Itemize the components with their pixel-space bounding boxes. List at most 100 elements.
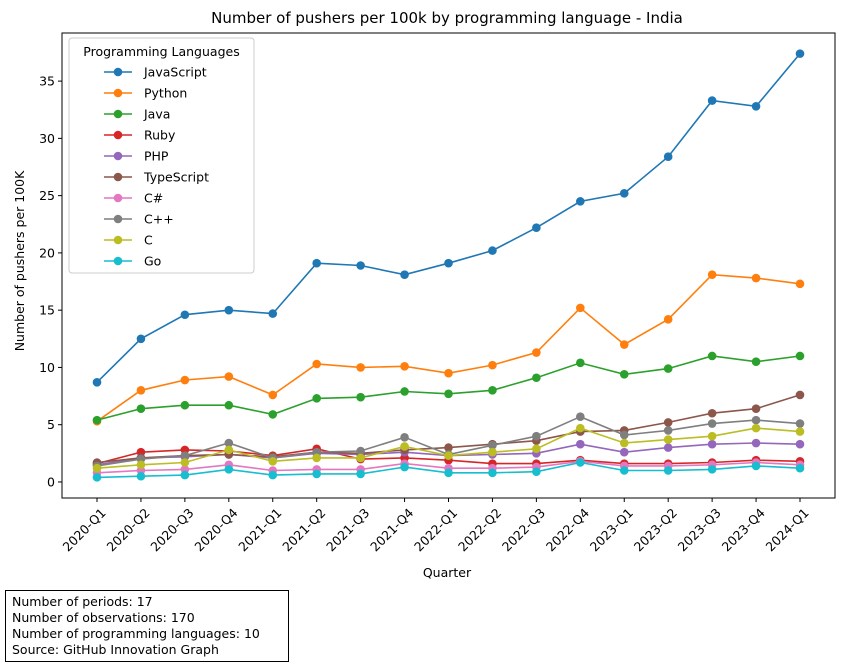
y-tick-label: 25 <box>39 188 55 203</box>
plot-area: 0 5 10 15 20 25 30 35 2020-Q12020-Q22020-Q32020-… <box>39 32 836 554</box>
legend-entry-label: PHP <box>144 149 169 164</box>
data-point <box>136 334 146 344</box>
data-point <box>136 404 146 413</box>
x-tick-label: 2021-Q1 <box>235 505 284 554</box>
legend-swatch-marker <box>113 109 123 119</box>
y-tick-label: 0 <box>47 474 55 489</box>
legend-entry-label: Java <box>143 107 170 122</box>
legend-swatch-marker <box>113 193 123 203</box>
data-point <box>312 469 321 479</box>
data-point <box>751 273 761 283</box>
x-tick-label: 2020-Q3 <box>147 505 196 554</box>
data-point <box>444 258 453 268</box>
legend-entry-label: C++ <box>144 212 174 227</box>
footnote-observations: Number of observations: 170 <box>12 610 195 625</box>
data-point <box>268 457 278 466</box>
footnote-languages: Number of programming languages: 10 <box>12 626 260 641</box>
data-point <box>663 152 673 161</box>
data-point <box>751 357 761 367</box>
data-point <box>444 468 453 478</box>
y-tick-label: 15 <box>39 303 55 318</box>
data-point <box>707 96 717 105</box>
data-point <box>619 189 629 198</box>
data-point <box>268 390 278 400</box>
data-point <box>707 439 717 449</box>
data-point <box>576 458 585 467</box>
x-axis-label: Quarter <box>423 565 472 580</box>
data-point <box>576 412 585 421</box>
data-point <box>707 270 717 279</box>
legend-swatch-marker <box>113 88 123 98</box>
data-point <box>707 351 717 361</box>
legend-entry-label: Python <box>144 86 187 101</box>
footnote-periods: Number of periods: 17 <box>12 594 153 609</box>
data-point <box>532 431 541 441</box>
x-tick-label: 2021-Q4 <box>367 505 416 554</box>
data-point <box>224 445 234 455</box>
data-point <box>356 392 365 402</box>
legend-entry-label: Go <box>144 254 161 269</box>
x-tick-label: 2020-Q4 <box>191 505 240 554</box>
data-point <box>312 394 321 403</box>
series-c <box>92 423 805 473</box>
x-tick-label: 2022-Q2 <box>455 505 504 554</box>
data-point <box>532 223 541 233</box>
data-point <box>488 386 497 395</box>
data-point <box>312 258 321 268</box>
x-tick-label: 2024-Q1 <box>763 505 812 554</box>
data-point <box>356 261 365 270</box>
data-point <box>180 451 190 460</box>
data-point <box>400 387 409 396</box>
y-tick-label: 5 <box>47 417 55 432</box>
data-point <box>356 363 365 372</box>
data-point <box>751 415 761 425</box>
legend-entry-label: Ruby <box>144 128 176 143</box>
data-point <box>619 466 629 475</box>
data-point <box>180 400 190 410</box>
data-point <box>532 467 541 476</box>
x-tick-label: 2023-Q3 <box>675 505 724 554</box>
data-point <box>663 364 673 373</box>
legend-swatch-marker <box>113 235 123 245</box>
data-point <box>268 410 278 419</box>
data-point <box>312 359 321 369</box>
series-javascript <box>92 49 805 387</box>
data-point <box>795 351 805 361</box>
x-tick-label: 2023-Q4 <box>719 505 768 554</box>
data-point <box>356 469 365 479</box>
data-point <box>751 438 761 448</box>
data-point <box>795 390 805 400</box>
data-point <box>751 423 761 433</box>
data-point <box>180 470 190 480</box>
legend-entry-label: C# <box>144 191 163 206</box>
data-point <box>92 378 102 387</box>
data-point <box>576 303 585 313</box>
data-point <box>795 463 805 473</box>
footnote-box: Number of periods: 17 Number of observat… <box>5 590 289 662</box>
data-point <box>488 441 497 450</box>
data-point <box>619 438 629 448</box>
y-tick-label: 20 <box>39 245 55 260</box>
data-point <box>268 470 278 480</box>
data-point <box>488 468 497 478</box>
data-point <box>488 246 497 255</box>
data-point <box>751 404 761 413</box>
data-point <box>663 443 673 452</box>
data-point <box>224 400 234 410</box>
x-tick-label: 2020-Q2 <box>103 505 152 554</box>
legend-swatch-marker <box>113 130 123 140</box>
data-point <box>180 458 190 467</box>
data-point <box>400 361 409 371</box>
data-point <box>400 442 409 451</box>
x-tick-label: 2021-Q2 <box>279 505 328 554</box>
legend: Programming Languages JavaScript Python Jav… <box>68 37 255 274</box>
data-point <box>180 375 190 385</box>
data-point <box>663 418 673 427</box>
data-point <box>532 348 541 357</box>
data-point <box>576 423 585 433</box>
data-point <box>751 102 761 111</box>
data-point <box>136 386 146 395</box>
data-point <box>444 368 453 378</box>
data-point <box>92 463 102 473</box>
x-tick-label: 2021-Q3 <box>323 505 372 554</box>
